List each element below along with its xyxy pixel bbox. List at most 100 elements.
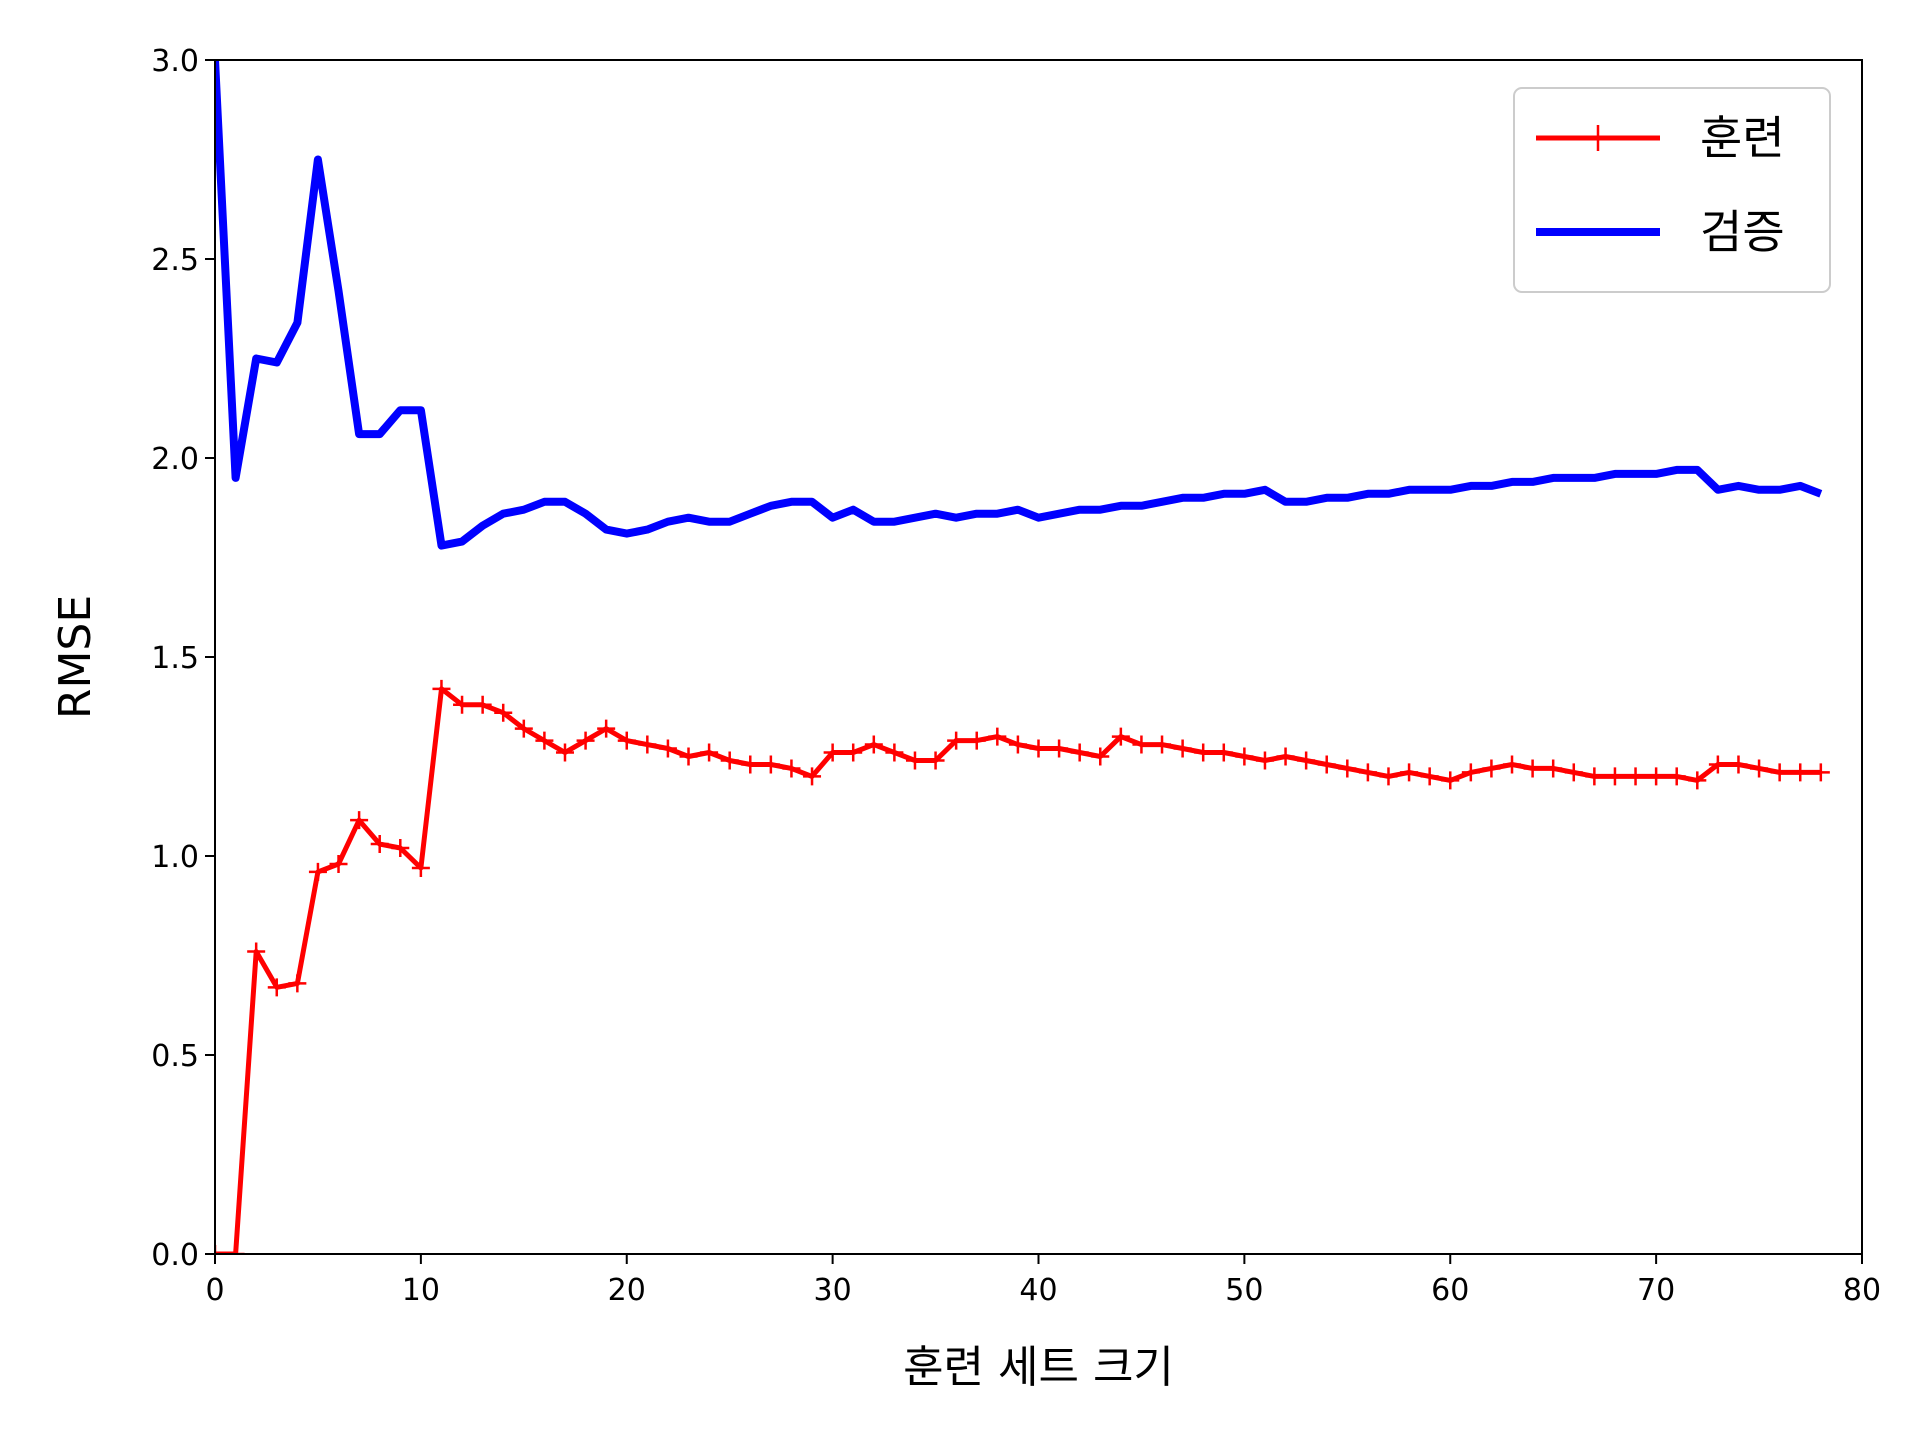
series-0-marker [1544,759,1563,778]
series-0-marker [1338,759,1357,778]
series-0-marker [1153,735,1172,754]
series-0-marker [617,731,636,750]
y-tick-label: 3.0 [151,44,199,79]
series-0-marker [1111,727,1130,746]
series-0-marker [926,751,945,770]
series-0-marker [1667,767,1686,786]
series-0-marker [1132,735,1151,754]
series-0-marker [1173,739,1192,758]
y-tick-label: 2.0 [151,442,199,477]
series-0-marker [1194,743,1213,762]
x-tick-label: 0 [205,1273,224,1308]
series-0-marker [761,755,780,774]
series-0-marker [679,747,698,766]
series-0-marker [288,974,307,993]
legend-label-validation: 검증 [1700,205,1785,259]
series-0-marker [350,811,369,830]
x-axis-title: 훈련 세트 크기 [903,1342,1174,1393]
series-0-marker [741,755,760,774]
series-0-marker [1379,767,1398,786]
series-0-marker [535,731,554,750]
series-0-marker [1461,763,1480,782]
series-0-marker [1729,755,1748,774]
series-0-marker [1235,747,1254,766]
series-0-marker [247,942,266,961]
series-0-marker [411,858,430,877]
series-0-marker [1420,767,1439,786]
plot-lines [215,59,1830,1254]
series-0-marker [453,695,472,714]
series-0-marker [864,735,883,754]
y-tick-label: 2.5 [151,243,199,278]
series-0-marker [370,835,389,854]
series-0-marker [1503,755,1522,774]
series-0-marker [1050,739,1069,758]
series-0-marker [658,739,677,758]
series-0-marker [597,719,616,738]
x-tick-label: 60 [1431,1273,1469,1308]
series-0-marker [803,767,822,786]
y-axis-title: RMSE [50,595,101,719]
series-0-marker [1647,767,1666,786]
x-tick-label: 10 [402,1273,440,1308]
series-0-marker [905,751,924,770]
series-0-marker [555,743,574,762]
series-0-marker [1276,747,1295,766]
legend-label-train: 훈련 [1700,111,1785,165]
series-0-marker [576,731,595,750]
series-0-marker [1770,763,1789,782]
legend: 훈련 검증 [1513,87,1831,293]
series-0-marker [1297,751,1316,770]
series-0-marker [1688,771,1707,790]
series-0-marker [226,1245,245,1254]
series-0-marker [1811,763,1830,782]
y-tick-label: 1.5 [151,641,199,676]
series-0-marker [782,759,801,778]
series-0-marker [267,978,286,997]
series-0-marker [885,743,904,762]
series-0-marker [1585,767,1604,786]
y-tick-label: 0.5 [151,1039,199,1074]
y-tick-label: 0.0 [151,1238,199,1273]
series-0-marker [1008,735,1027,754]
series-0-marker [391,839,410,858]
series-0-marker [947,731,966,750]
series-0-marker [638,735,657,754]
x-axis-ticks: 0 10 20 30 40 50 60 70 80 [205,1254,1881,1308]
series-0-marker [720,751,739,770]
series-0-marker [1708,755,1727,774]
series-0-marker [1214,743,1233,762]
series-0-marker [432,679,451,698]
x-tick-label: 30 [814,1273,852,1308]
x-tick-label: 20 [608,1273,646,1308]
series-0-marker [329,854,348,873]
series-0-marker [1400,763,1419,782]
series-0-marker [1070,743,1089,762]
x-tick-label: 40 [1019,1273,1057,1308]
series-0-marker [700,743,719,762]
series-0-marker [1750,759,1769,778]
series-0-marker [1441,771,1460,790]
series-0-marker [1523,759,1542,778]
series-0-marker [473,695,492,714]
series-0-marker [988,727,1007,746]
series-0-marker [1626,767,1645,786]
x-tick-label: 50 [1225,1273,1263,1308]
y-tick-label: 1.0 [151,840,199,875]
series-0-marker [844,743,863,762]
series-0-marker [514,719,533,738]
x-tick-label: 70 [1637,1273,1675,1308]
x-tick-label: 80 [1843,1273,1881,1308]
y-axis-ticks: 0.0 0.5 1.0 1.5 2.0 2.5 3.0 [151,44,215,1273]
series-0-marker [494,703,513,722]
series-0-marker [967,731,986,750]
series-0-marker [1358,763,1377,782]
series-0-marker [1029,739,1048,758]
series-0-marker [1482,759,1501,778]
series-0-marker [308,862,327,881]
series-0-marker [1605,767,1624,786]
series-0-marker [1091,747,1110,766]
series-line-1 [215,59,1823,550]
series-0-marker [1255,751,1274,770]
